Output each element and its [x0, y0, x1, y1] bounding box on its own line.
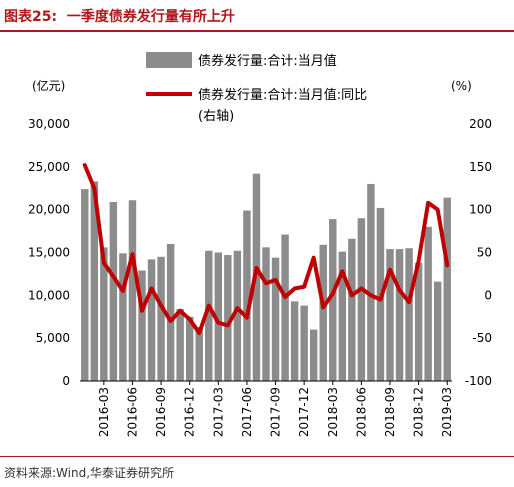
left-tick-label: 5,000: [36, 331, 70, 345]
left-tick-label: 30,000: [28, 117, 70, 131]
legend-line-label-axis: (右轴): [198, 109, 234, 124]
x-tick-label: 2016-03: [97, 387, 111, 437]
yoy-series-line: [82, 163, 450, 336]
bar-2016-11: [176, 309, 184, 381]
x-tick-label: 2017-03: [211, 387, 225, 437]
bar-2019-02: [433, 281, 442, 381]
right-tick-label: -100: [465, 374, 492, 388]
bar-2018-03: [329, 219, 337, 381]
figure-header: 图表25: 一季度债券发行量有所上升: [0, 0, 514, 32]
left-tick-label: 10,000: [28, 288, 70, 302]
bar-2018-04: [338, 251, 347, 381]
left-tick-label: 15,000: [28, 246, 70, 260]
left-tick-label: 25,000: [28, 160, 70, 174]
left-tick-label: 20,000: [28, 203, 70, 217]
legend: 债券发行量:合计:当月值 债券发行量:合计:当月值:同比 (右轴): [146, 52, 367, 124]
bar-2016-10: [166, 243, 175, 381]
x-tick-label: 2018-06: [354, 387, 368, 437]
source-divider: [0, 456, 514, 457]
bar-2017-01: [195, 327, 203, 381]
x-tick-label: 2018-12: [412, 387, 426, 437]
bar-2018-09: [386, 249, 394, 381]
bar-2017-06: [243, 210, 251, 381]
x-tick-label: 2016-09: [154, 387, 168, 437]
bar-2016-09: [157, 256, 165, 381]
x-tick-label: 2018-09: [383, 387, 397, 437]
bar-2018-11: [405, 248, 413, 381]
bar-2016-03: [100, 247, 108, 381]
x-tick-label: 2019-03: [440, 387, 454, 437]
bar-2019-03: [443, 197, 451, 381]
right-tick-label: -50: [472, 331, 492, 345]
x-tick-label: 2018-03: [326, 387, 340, 437]
bar-2016-12: [185, 316, 194, 381]
left-tick-label: 0: [62, 374, 70, 388]
bar-2018-10: [395, 249, 404, 381]
bar-2018-05: [348, 238, 356, 381]
bond-issuance-chart: 30,000 25,000 20,000 15,000 10,000 5,000 0 200 1…: [28, 52, 492, 437]
bar-2016-08: [147, 259, 156, 381]
x-tick-label: 2017-09: [269, 387, 283, 437]
right-tick-label: 150: [469, 160, 492, 174]
bar-2017-03: [214, 252, 223, 381]
bar-2018-02: [319, 244, 327, 381]
bars-layer: [81, 173, 451, 381]
legend-line-label: 债券发行量:合计:当月值:同比: [198, 87, 367, 103]
legend-bar-label: 债券发行量:合计:当月值: [198, 53, 337, 69]
bar-2019-01: [424, 226, 432, 381]
bar-2016-06: [128, 200, 137, 381]
x-tick-label: 2017-12: [297, 387, 311, 437]
bar-2018-07: [367, 183, 375, 381]
x-tick-label: 2016-12: [183, 387, 197, 437]
right-tick-label: 100: [469, 203, 492, 217]
bar-2017-08: [262, 247, 270, 381]
bar-2017-04: [224, 255, 232, 381]
line-layer: [82, 163, 450, 336]
title-divider: [0, 30, 514, 32]
bar-2016-04: [109, 201, 118, 381]
x-tick-label: 2017-06: [240, 387, 254, 437]
bar-2017-09: [271, 257, 280, 381]
source-note: 资料来源:Wind,华泰证券研究所: [4, 466, 175, 480]
bar-2018-12: [414, 262, 423, 381]
bar-2017-12: [300, 305, 308, 381]
bar-2017-02: [205, 250, 213, 381]
bar-2017-05: [233, 250, 242, 381]
bar-2018-01: [309, 329, 318, 381]
bar-2016-01: [81, 189, 89, 381]
right-axis-unit: (%): [451, 79, 472, 93]
bar-2018-06: [357, 218, 366, 381]
right-tick-label: 200: [469, 117, 492, 131]
bar-2017-10: [281, 234, 289, 381]
bar-2017-11: [290, 301, 299, 381]
x-tick-label: 2016-06: [125, 387, 139, 437]
bar-2016-07: [138, 270, 146, 381]
legend-bar-swatch: [146, 52, 192, 68]
left-axis-unit: (亿元): [32, 78, 65, 93]
right-tick-label: 0: [484, 288, 492, 302]
bar-2016-02: [90, 181, 99, 381]
right-tick-label: 50: [477, 246, 492, 260]
figure-title: 图表25: 一季度债券发行量有所上升: [4, 9, 235, 25]
axes-layer: 30,000 25,000 20,000 15,000 10,000 5,000 0 200 1…: [28, 117, 492, 437]
bar-2016-05: [119, 253, 127, 381]
